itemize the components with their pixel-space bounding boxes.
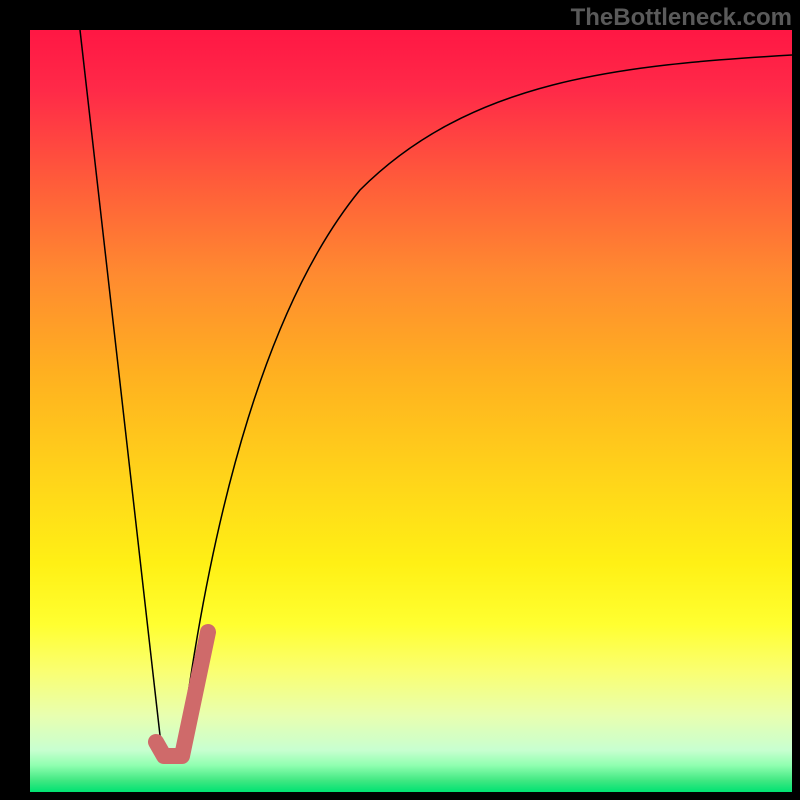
left-descent-line (80, 30, 162, 753)
bottleneck-marker (156, 632, 208, 756)
right-ascending-curve (180, 55, 792, 753)
watermark-text: TheBottleneck.com (571, 4, 792, 32)
plot-area (30, 30, 792, 792)
curves-layer (0, 0, 800, 800)
